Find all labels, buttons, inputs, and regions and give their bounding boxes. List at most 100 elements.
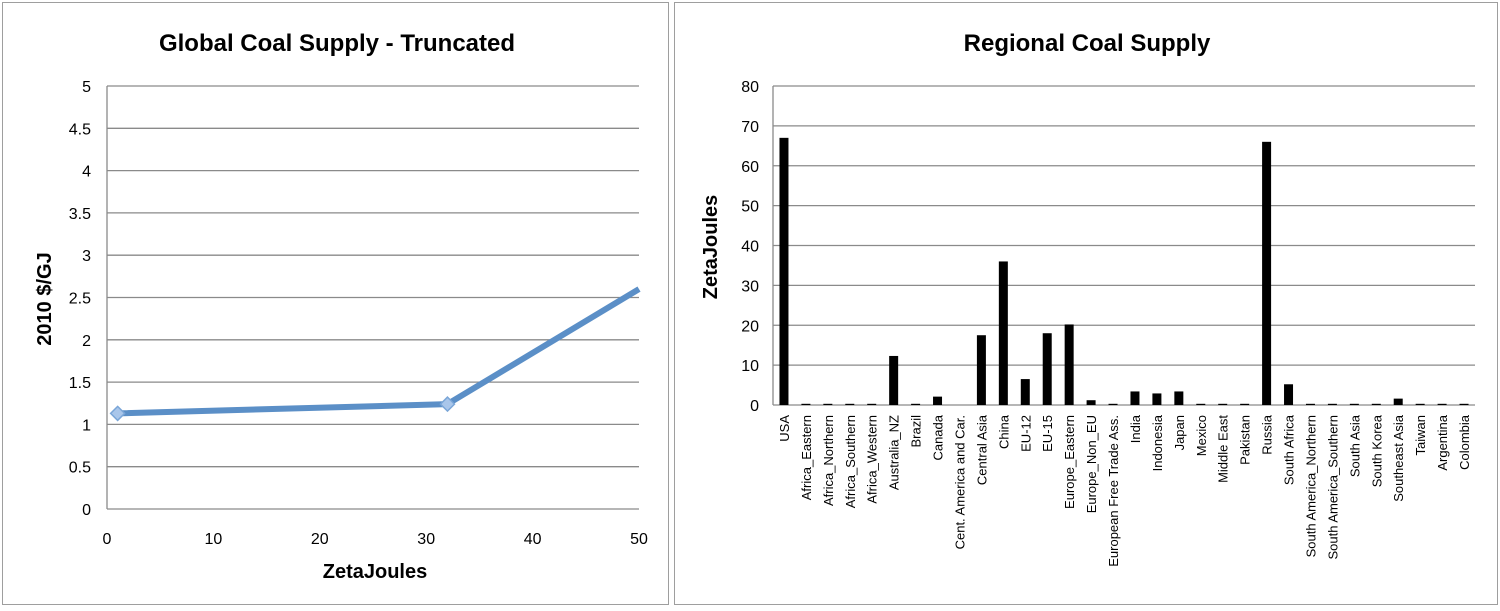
category-label: Africa_Southern xyxy=(843,415,858,508)
x-tick-label: 20 xyxy=(311,531,329,548)
bar xyxy=(1218,403,1228,405)
bar xyxy=(1262,141,1272,405)
bar xyxy=(1042,333,1052,405)
bar xyxy=(1108,403,1118,405)
category-label: South America_Southern xyxy=(1325,415,1340,560)
y-tick-label: 30 xyxy=(741,278,759,295)
x-tick-label: 50 xyxy=(630,531,648,548)
category-label: Europe_Non_EU xyxy=(1084,415,1099,513)
y-tick-label: 20 xyxy=(741,318,759,335)
x-tick-label: 30 xyxy=(417,531,435,548)
y-tick-label: 1 xyxy=(82,417,91,434)
bar xyxy=(1020,379,1030,405)
category-label: Europe_Eastern xyxy=(1062,415,1077,509)
bar xyxy=(801,403,811,405)
x-axis-label: ZetaJoules xyxy=(323,561,427,583)
bar xyxy=(1393,398,1403,405)
category-label: Africa_Eastern xyxy=(799,415,814,500)
y-tick-label: 2 xyxy=(82,333,91,350)
bar xyxy=(1305,403,1315,405)
y-tick-label: 0 xyxy=(82,502,91,519)
category-label: Colombia xyxy=(1457,414,1472,470)
bar xyxy=(976,335,986,405)
bar xyxy=(1240,403,1250,405)
category-label: EU-15 xyxy=(1040,415,1055,452)
y-tick-label: 80 xyxy=(741,79,759,96)
right-chart-panel: Regional Coal Supply 0 10 20 30 40 50 60 70 80 U… xyxy=(674,2,1498,605)
y-axis-label: 2010 $/GJ xyxy=(34,252,56,345)
y-tick-label: 0.5 xyxy=(69,460,91,477)
y-tick-labels: 0 10 20 30 40 50 60 70 80 xyxy=(741,79,759,415)
bar xyxy=(1327,403,1337,405)
bar xyxy=(1349,403,1359,405)
bar xyxy=(998,261,1008,405)
category-label: Pakistan xyxy=(1238,415,1253,465)
bar xyxy=(889,355,899,405)
bar xyxy=(1064,324,1074,405)
y-tick-label: 4.5 xyxy=(69,121,91,138)
left-chart-panel: Global Coal Supply - Truncated 0 0.5 1 1.5 2… xyxy=(2,2,669,605)
bar xyxy=(1284,384,1294,405)
y-tick-label: 10 xyxy=(741,358,759,375)
category-label: Mexico xyxy=(1194,415,1209,456)
category-label: Japan xyxy=(1172,415,1187,450)
data-point xyxy=(439,396,456,413)
bar xyxy=(1174,391,1184,405)
bar xyxy=(1130,391,1140,405)
category-label: Australia_NZ xyxy=(887,415,902,490)
x-tick-labels: 0 10 20 30 40 50 xyxy=(103,531,648,548)
category-label: Russia xyxy=(1260,414,1275,455)
chart-title: Regional Coal Supply xyxy=(964,30,1211,57)
bar xyxy=(823,403,833,405)
category-label: South Asia xyxy=(1347,414,1362,477)
bar xyxy=(845,403,855,405)
y-tick-labels: 0 0.5 1 1.5 2 2.5 3 3.5 4 4.5 5 xyxy=(69,79,91,519)
regional-coal-supply-chart: Regional Coal Supply 0 10 20 30 40 50 60 70 80 U… xyxy=(700,30,1475,567)
y-tick-label: 1.5 xyxy=(69,375,91,392)
y-tick-label: 5 xyxy=(82,79,91,96)
category-label: South Korea xyxy=(1369,414,1384,487)
global-coal-supply-chart: Global Coal Supply - Truncated 0 0.5 1 1.5 2… xyxy=(34,30,648,583)
series-line xyxy=(117,286,641,417)
x-tick-label: 0 xyxy=(103,531,112,548)
category-label: Cent. America and Car. xyxy=(952,415,967,549)
y-tick-label: 70 xyxy=(741,119,759,136)
category-label: European Free Trade Ass. xyxy=(1106,415,1121,567)
x-tick-label: 10 xyxy=(205,531,223,548)
y-tick-label: 4 xyxy=(82,164,91,181)
category-label: USA xyxy=(777,415,792,442)
bar xyxy=(779,137,789,405)
y-tick-label: 50 xyxy=(741,199,759,216)
y-tick-label: 3.5 xyxy=(69,206,91,223)
category-labels: USA Africa_Eastern Africa_Northern Africa_S… xyxy=(777,414,1472,567)
category-label: Argentina xyxy=(1435,414,1450,470)
y-tick-label: 60 xyxy=(741,159,759,176)
category-label: India xyxy=(1128,414,1143,443)
category-label: Taiwan xyxy=(1413,415,1428,455)
y-tick-label: 3 xyxy=(82,248,91,265)
bar xyxy=(1371,403,1381,405)
category-label: Canada xyxy=(931,414,946,460)
y-tick-label: 40 xyxy=(741,239,759,256)
bar xyxy=(867,403,877,405)
category-label: Central Asia xyxy=(974,414,989,485)
category-label: Southeast Asia xyxy=(1391,414,1406,501)
bar xyxy=(1415,403,1425,405)
category-label: China xyxy=(996,414,1011,449)
gridlines xyxy=(106,85,639,510)
line-series xyxy=(109,286,641,422)
bar xyxy=(1196,403,1206,405)
category-label: South America_Northern xyxy=(1303,415,1318,557)
y-tick-label: 0 xyxy=(750,398,759,415)
y-axis-label: ZetaJoules xyxy=(700,195,722,299)
category-label: Africa_Northern xyxy=(821,415,836,506)
data-point xyxy=(109,405,126,422)
category-label: Indonesia xyxy=(1150,414,1165,471)
category-label: EU-12 xyxy=(1018,415,1033,452)
bar xyxy=(911,403,921,405)
category-label: South Africa xyxy=(1282,414,1297,485)
category-label: Africa_Western xyxy=(865,415,880,504)
bar xyxy=(1152,393,1162,405)
chart-title: Global Coal Supply - Truncated xyxy=(159,30,515,57)
bar xyxy=(1459,403,1469,405)
